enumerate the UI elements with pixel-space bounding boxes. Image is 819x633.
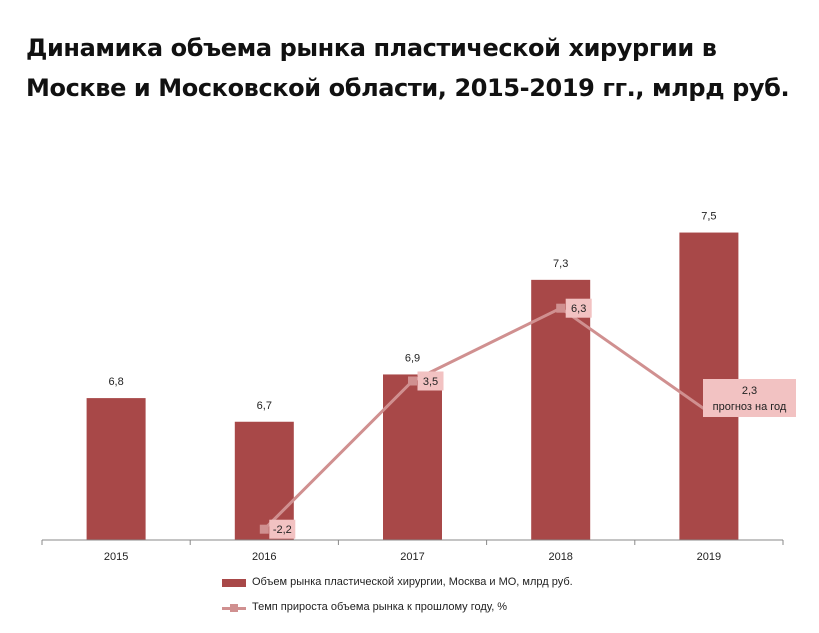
- growth-marker-2017: [408, 376, 417, 386]
- x-tick-label-2018: 2018: [548, 551, 572, 563]
- bar-value-label-2016: 6,7: [257, 400, 272, 412]
- chart-title-line-2: Москве и Московской области, 2015-2019 г…: [26, 74, 790, 102]
- x-tick-label-2019: 2019: [697, 551, 721, 563]
- legend-item-line-series: Темп прироста объема рынка к прошлому го…: [222, 601, 782, 623]
- growth-line: [263, 306, 710, 531]
- growth-label-2019: 2,3: [742, 385, 757, 397]
- growth-label-2018: 6,3: [571, 303, 586, 315]
- bar-value-label-2017: 6,9: [405, 352, 420, 364]
- x-tick-label-2017: 2017: [400, 551, 424, 563]
- growth-label-2017: 3,5: [423, 376, 438, 388]
- bar-value-label-2019: 7,5: [701, 211, 716, 223]
- legend-bar-swatch: [222, 579, 246, 587]
- legend-item-bar-series: Объем рынка пластической хирургии, Москв…: [222, 576, 782, 598]
- growth-label-bg-2019: [703, 379, 796, 417]
- chart-title-line-1: Динамика объема рынка пластической хирур…: [26, 34, 717, 62]
- x-tick-label-2015: 2015: [104, 551, 128, 563]
- legend-line-label: Темп прироста объема рынка к прошлому го…: [252, 601, 508, 613]
- legend-bar-label: Объем рынка пластической хирургии, Москв…: [252, 576, 573, 588]
- chart-legend: Объем рынка пластической хирургии, Москв…: [222, 576, 782, 623]
- bar-2015: [86, 398, 146, 540]
- growth-label-bg-2018: [565, 298, 592, 318]
- growth-label-2016: -2,2: [273, 524, 292, 536]
- growth-label-bg-2016: [269, 519, 296, 539]
- bar-2017: [383, 374, 442, 540]
- forecast-annotation: прогноз на год: [713, 401, 787, 413]
- bar-value-label-2015: 6,8: [108, 376, 123, 388]
- legend-line-marker: [230, 604, 238, 612]
- growth-label-bg-2017: [417, 371, 444, 391]
- bar-value-label-2018: 7,3: [553, 258, 568, 270]
- x-tick-label-2016: 2016: [252, 551, 276, 563]
- chart-title: Динамика объема рынка пластической хирур…: [26, 28, 806, 108]
- growth-marker-2016: [259, 524, 269, 534]
- growth-marker-2018: [556, 303, 566, 313]
